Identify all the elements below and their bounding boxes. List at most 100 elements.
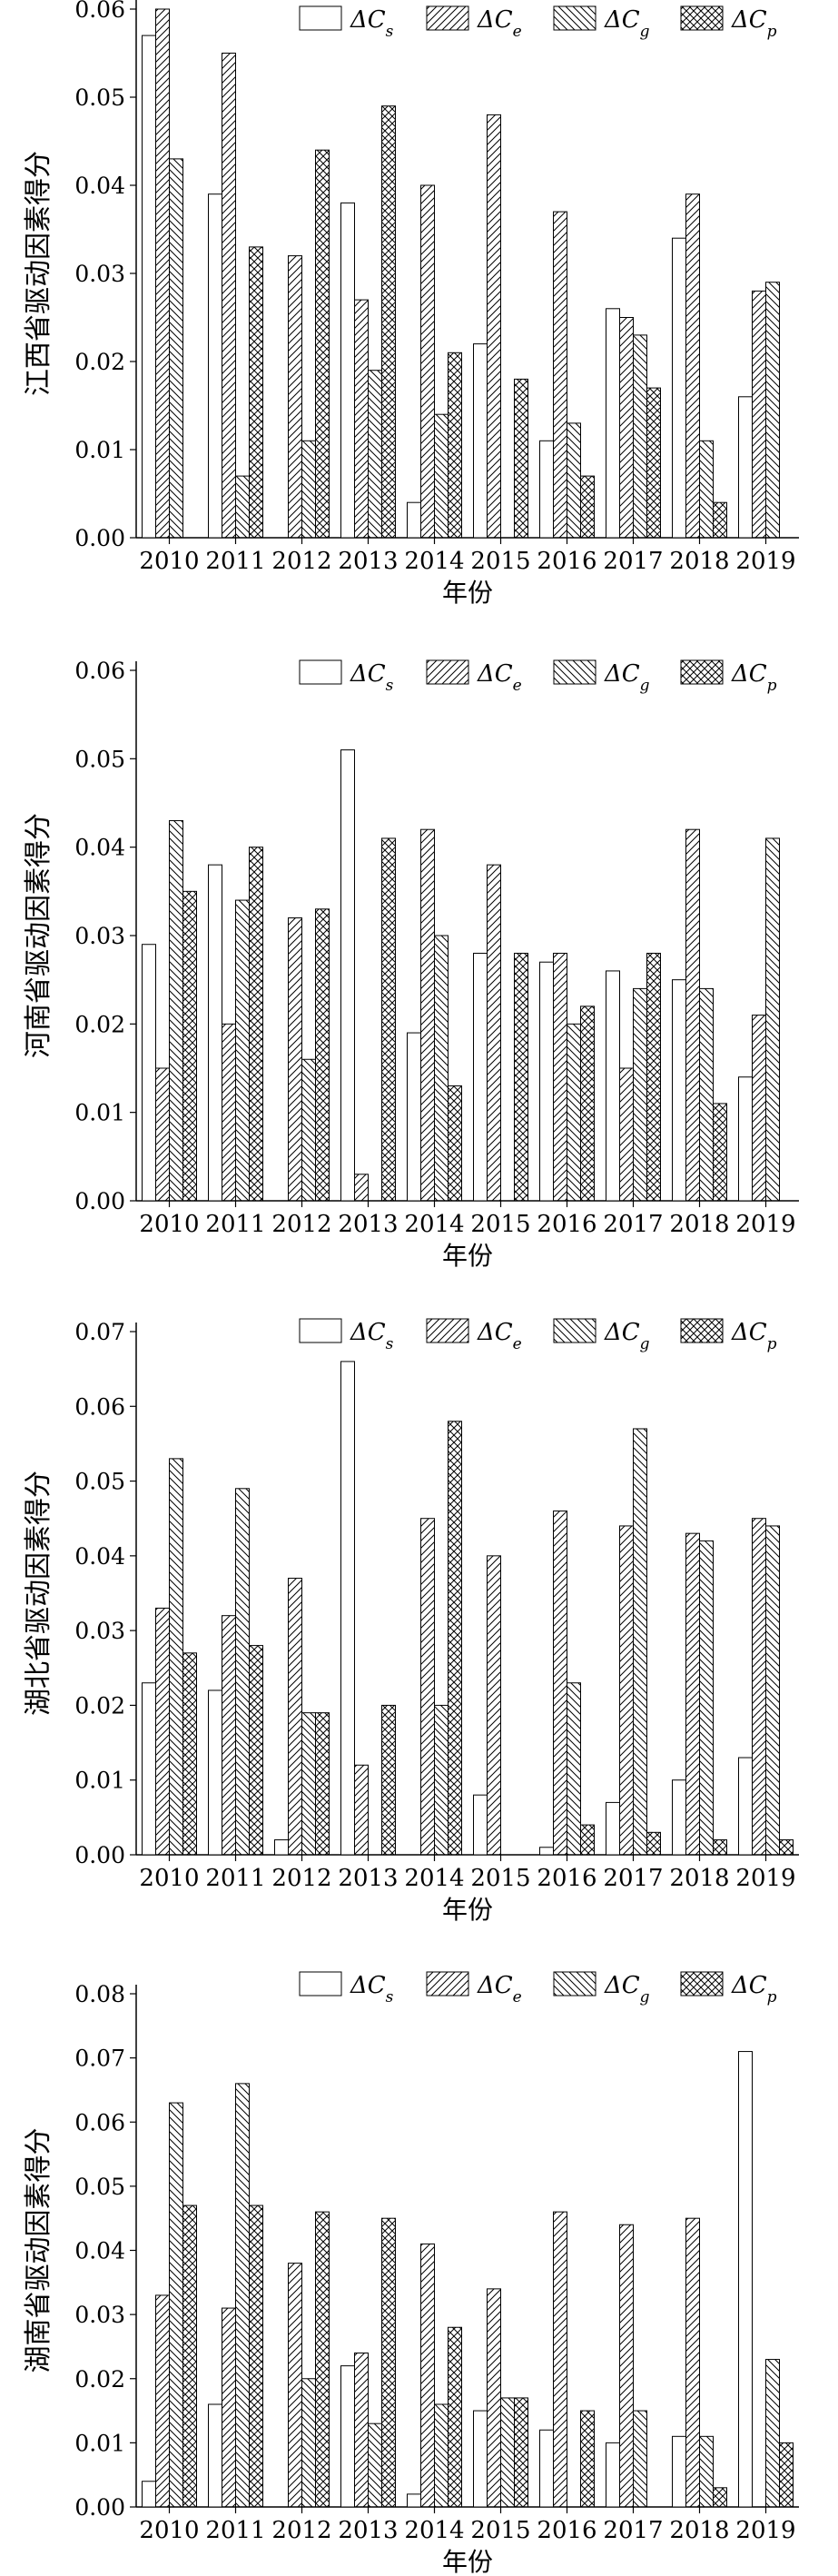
bar-2013-s4 bbox=[381, 837, 396, 1202]
y-tick-label: 0.02 bbox=[74, 1692, 125, 1719]
bar-2011-s4 bbox=[249, 246, 263, 539]
legend-label-2: ΔCe bbox=[477, 660, 522, 695]
legend-swatch-4 bbox=[680, 1971, 724, 1996]
bar-2012-s3 bbox=[301, 1058, 316, 1202]
bar-2016-s2 bbox=[553, 1510, 567, 1856]
x-tick-label: 2010 bbox=[139, 1211, 199, 1238]
bar-2018-s2 bbox=[685, 193, 700, 539]
bar-2016-s4 bbox=[580, 2410, 595, 2508]
bar-2019-s3 bbox=[765, 1525, 780, 1856]
x-tick-label: 2013 bbox=[338, 2517, 398, 2544]
bar-2016-s1 bbox=[539, 1847, 554, 1856]
legend-swatch-3 bbox=[553, 5, 596, 31]
legend-swatch-4 bbox=[680, 5, 724, 31]
x-tick-label: 2019 bbox=[735, 1865, 795, 1892]
bar-2017-s1 bbox=[606, 1801, 620, 1856]
y-tick-label: 0.04 bbox=[74, 835, 125, 861]
y-tick-label: 0.03 bbox=[74, 923, 125, 949]
x-tick-label: 2016 bbox=[537, 1211, 596, 1238]
x-axis-label: 年份 bbox=[442, 2547, 493, 2576]
x-axis-label: 年份 bbox=[442, 578, 493, 608]
bar-2011-s3 bbox=[235, 1488, 250, 1856]
bar-2015-s1 bbox=[473, 2410, 488, 2508]
bar-2011-s4 bbox=[249, 1645, 263, 1856]
bar-2010-s3 bbox=[169, 2102, 183, 2508]
bar-2017-s3 bbox=[633, 987, 647, 1202]
y-tick-label: 0.07 bbox=[74, 1319, 125, 1345]
bar-2019-s2 bbox=[752, 1518, 766, 1856]
bar-2013-s2 bbox=[354, 1174, 369, 1202]
bar-2011-s2 bbox=[222, 1615, 236, 1856]
legend-label-4: ΔCp bbox=[731, 660, 777, 695]
legend: ΔCs ΔCe ΔCg ΔCp bbox=[299, 5, 777, 41]
legend-swatch-3 bbox=[553, 659, 596, 685]
bar-2018-s3 bbox=[699, 1540, 714, 1856]
y-tick-label: 0.00 bbox=[74, 1188, 125, 1214]
bar-2012-s3 bbox=[301, 440, 316, 539]
y-tick-label: 0.00 bbox=[74, 1842, 125, 1868]
bar-2010-s1 bbox=[142, 944, 156, 1202]
x-tick-label: 2010 bbox=[139, 548, 199, 575]
bar-2012-s4 bbox=[315, 149, 330, 539]
x-tick-label: 2014 bbox=[404, 1211, 464, 1238]
bar-2017-s2 bbox=[619, 2224, 634, 2508]
bar-2010-s2 bbox=[155, 2294, 170, 2508]
x-tick-label: 2018 bbox=[669, 1865, 729, 1892]
bar-2019-s3 bbox=[765, 837, 780, 1202]
bar-2019-s1 bbox=[738, 1076, 753, 1202]
bar-2018-s3 bbox=[699, 2435, 714, 2508]
x-tick-label: 2012 bbox=[271, 2517, 331, 2544]
legend-swatch-1 bbox=[299, 659, 342, 685]
bar-2010-s2 bbox=[155, 1067, 170, 1202]
bar-2017-s3 bbox=[633, 2410, 647, 2508]
y-tick-label: 0.01 bbox=[74, 1100, 125, 1126]
bar-2010-s1 bbox=[142, 1682, 156, 1856]
legend-swatch-3 bbox=[553, 1971, 596, 1996]
bar-2014-s4 bbox=[448, 1421, 462, 1856]
x-tick-label: 2017 bbox=[603, 548, 663, 575]
y-tick-label: 0.07 bbox=[74, 2046, 125, 2072]
legend-swatch-1 bbox=[299, 1318, 342, 1343]
bar-2015-s2 bbox=[487, 114, 501, 539]
bar-2012-s4 bbox=[315, 2211, 330, 2508]
bar-2019-s4 bbox=[779, 1839, 794, 1856]
chart-1: 0.00 0.01 0.02 0.03 0.04 0.05 0.06 2010 2011 2012… bbox=[23, 0, 799, 608]
bar-2017-s4 bbox=[646, 387, 661, 539]
bar-2012-s3 bbox=[301, 2378, 316, 2508]
bar-2014-s2 bbox=[420, 1518, 435, 1856]
bar-2013-s1 bbox=[340, 749, 355, 1202]
bar-2017-s1 bbox=[606, 308, 620, 539]
bar-2012-s2 bbox=[288, 917, 302, 1202]
bar-2019-s3 bbox=[765, 282, 780, 539]
legend-label-3: ΔCg bbox=[604, 1972, 650, 2006]
bar-2013-s1 bbox=[340, 202, 355, 539]
bar-2013-s3 bbox=[368, 370, 382, 539]
legend-label-2: ΔCe bbox=[477, 1319, 522, 1353]
bar-2015-s2 bbox=[487, 2288, 501, 2508]
bar-2019-s4 bbox=[779, 2442, 794, 2508]
bar-2013-s1 bbox=[340, 2365, 355, 2508]
y-tick-label: 0.03 bbox=[74, 261, 125, 287]
legend-label-3: ΔCg bbox=[604, 6, 650, 41]
bar-2015-s3 bbox=[500, 2397, 515, 2508]
x-tick-label: 2015 bbox=[470, 1865, 530, 1892]
bar-2015-s1 bbox=[473, 343, 488, 539]
bar-2017-s2 bbox=[619, 317, 634, 539]
bar-2010-s1 bbox=[142, 35, 156, 539]
bar-2018-s2 bbox=[685, 2217, 700, 2508]
x-tick-label: 2018 bbox=[669, 548, 729, 575]
legend-label-4: ΔCp bbox=[731, 1319, 777, 1353]
bar-2016-s2 bbox=[553, 2211, 567, 2508]
bar-2012-s2 bbox=[288, 255, 302, 539]
bar-2013-s3 bbox=[368, 2422, 382, 2508]
bar-2011-s2 bbox=[222, 53, 236, 539]
bar-2010-s4 bbox=[182, 1652, 197, 1856]
bar-2014-s4 bbox=[448, 2326, 462, 2508]
legend-swatch-4 bbox=[680, 659, 724, 685]
legend-swatch-3 bbox=[553, 1318, 596, 1343]
bar-2013-s4 bbox=[381, 105, 396, 539]
bar-2018-s4 bbox=[713, 1103, 727, 1202]
legend-label-4: ΔCp bbox=[731, 6, 777, 41]
y-tick-label: 0.01 bbox=[74, 2430, 125, 2456]
